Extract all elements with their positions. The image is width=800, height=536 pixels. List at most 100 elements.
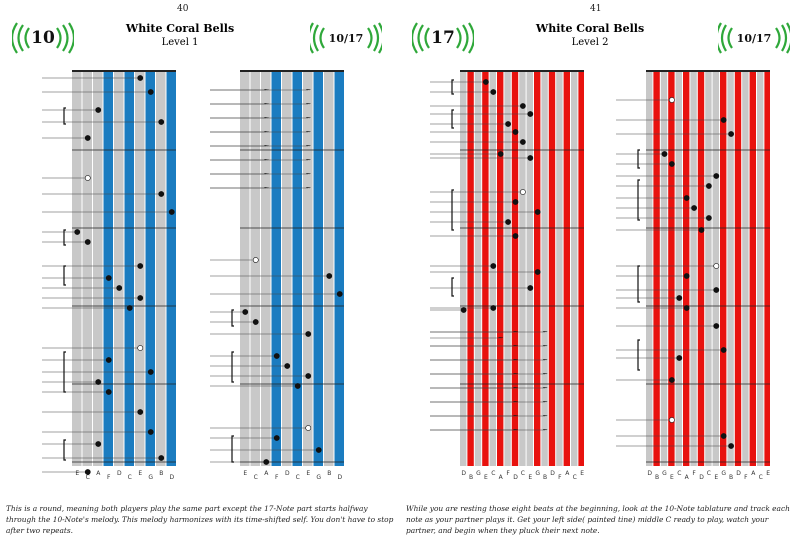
tine <box>114 70 124 466</box>
rest-mark: ~ <box>513 356 519 364</box>
tine-label: A <box>264 470 269 477</box>
note-dot <box>698 227 705 233</box>
tine <box>460 70 467 466</box>
note-dot <box>706 183 712 189</box>
rest-mark: ~ <box>513 370 519 378</box>
note-dot <box>713 287 720 293</box>
tine-label: E <box>670 474 674 481</box>
song-title: White Coral Bells <box>125 22 235 35</box>
tine-label: E <box>75 470 79 477</box>
tine-label: D <box>699 474 704 481</box>
tine <box>749 70 756 466</box>
note-dot <box>126 305 133 311</box>
beat-bracket <box>231 309 234 327</box>
tine <box>563 70 570 466</box>
tine <box>705 70 712 466</box>
note-dot <box>84 175 91 181</box>
tine-label: B <box>655 474 659 481</box>
tine <box>578 70 584 466</box>
tine-label: G <box>662 470 667 477</box>
tine-label: E <box>528 474 532 481</box>
tine-label: E <box>138 470 142 477</box>
tine <box>271 70 281 466</box>
tine <box>742 70 749 466</box>
tine-label: D <box>117 470 122 477</box>
beat-bracket <box>637 179 640 221</box>
note-dot <box>728 131 734 137</box>
tine <box>474 70 482 466</box>
note-dot <box>305 331 312 337</box>
song-title: White Coral Bells <box>535 22 645 35</box>
tine-label: D <box>337 474 342 481</box>
rest-mark: ~ <box>498 334 504 342</box>
tine-label: A <box>751 470 756 477</box>
tine-label: D <box>550 470 555 477</box>
note-dot <box>137 345 144 351</box>
tine <box>261 70 271 466</box>
tine <box>292 70 302 466</box>
sound-waves-icon <box>12 22 74 54</box>
note-dot <box>728 443 734 449</box>
tine <box>571 70 578 466</box>
beat-bracket <box>231 435 234 463</box>
tine-label: C <box>86 474 90 481</box>
tine-label: C <box>573 474 577 481</box>
note-dot <box>527 155 534 161</box>
tine <box>467 70 474 466</box>
note-dot <box>273 435 280 441</box>
note-dot <box>527 111 534 117</box>
tine <box>124 70 134 466</box>
rest-mark: ~ <box>305 100 311 108</box>
beat-bracket <box>63 265 66 286</box>
tine <box>764 70 770 466</box>
tine-label: E <box>714 474 718 481</box>
note-dot <box>683 273 690 279</box>
rest-mark: ~ <box>542 356 548 364</box>
tine-label: B <box>327 470 331 477</box>
tine <box>668 70 675 466</box>
tine <box>313 70 323 466</box>
tine <box>690 70 697 466</box>
note-dot <box>74 229 81 235</box>
note-dot <box>669 97 675 103</box>
note-dot <box>336 291 343 297</box>
rest-mark: ~ <box>305 142 311 150</box>
tine-label: B <box>729 474 733 481</box>
tine <box>93 70 103 466</box>
tine-label: C <box>128 474 132 481</box>
note-dot <box>158 191 165 197</box>
page-number: 40 <box>177 4 189 14</box>
note-dot <box>95 107 102 113</box>
beat-bracket <box>637 149 640 169</box>
note-dot <box>137 409 144 415</box>
rest-mark: ~ <box>542 398 548 406</box>
tine-label: G <box>316 474 321 481</box>
tine-label: G <box>148 474 153 481</box>
sound-waves-icon <box>412 22 474 54</box>
note-dot <box>305 425 312 431</box>
tine <box>504 70 511 466</box>
song-level: Level 2 <box>571 37 609 48</box>
note-dot <box>305 373 312 379</box>
rest-mark: ~ <box>305 114 311 122</box>
tine-label: C <box>707 470 711 477</box>
note-dot <box>158 119 165 125</box>
badge-number: 10 <box>31 28 55 48</box>
note-dot <box>460 307 467 313</box>
tine <box>145 70 155 466</box>
note-dot <box>168 209 175 215</box>
note-dot <box>683 195 690 201</box>
tine-label: E <box>484 474 488 481</box>
note-dot <box>252 319 259 325</box>
tine-label: D <box>513 474 518 481</box>
tine-label: F <box>558 474 562 481</box>
rest-mark: ~ <box>305 156 311 164</box>
tine-label: F <box>744 474 748 481</box>
note-dot <box>512 233 519 239</box>
tine <box>757 70 764 466</box>
note-dot <box>147 369 154 375</box>
note-dot <box>315 447 322 453</box>
note-dot <box>669 161 675 167</box>
tine <box>683 70 690 466</box>
note-dot <box>713 323 720 329</box>
